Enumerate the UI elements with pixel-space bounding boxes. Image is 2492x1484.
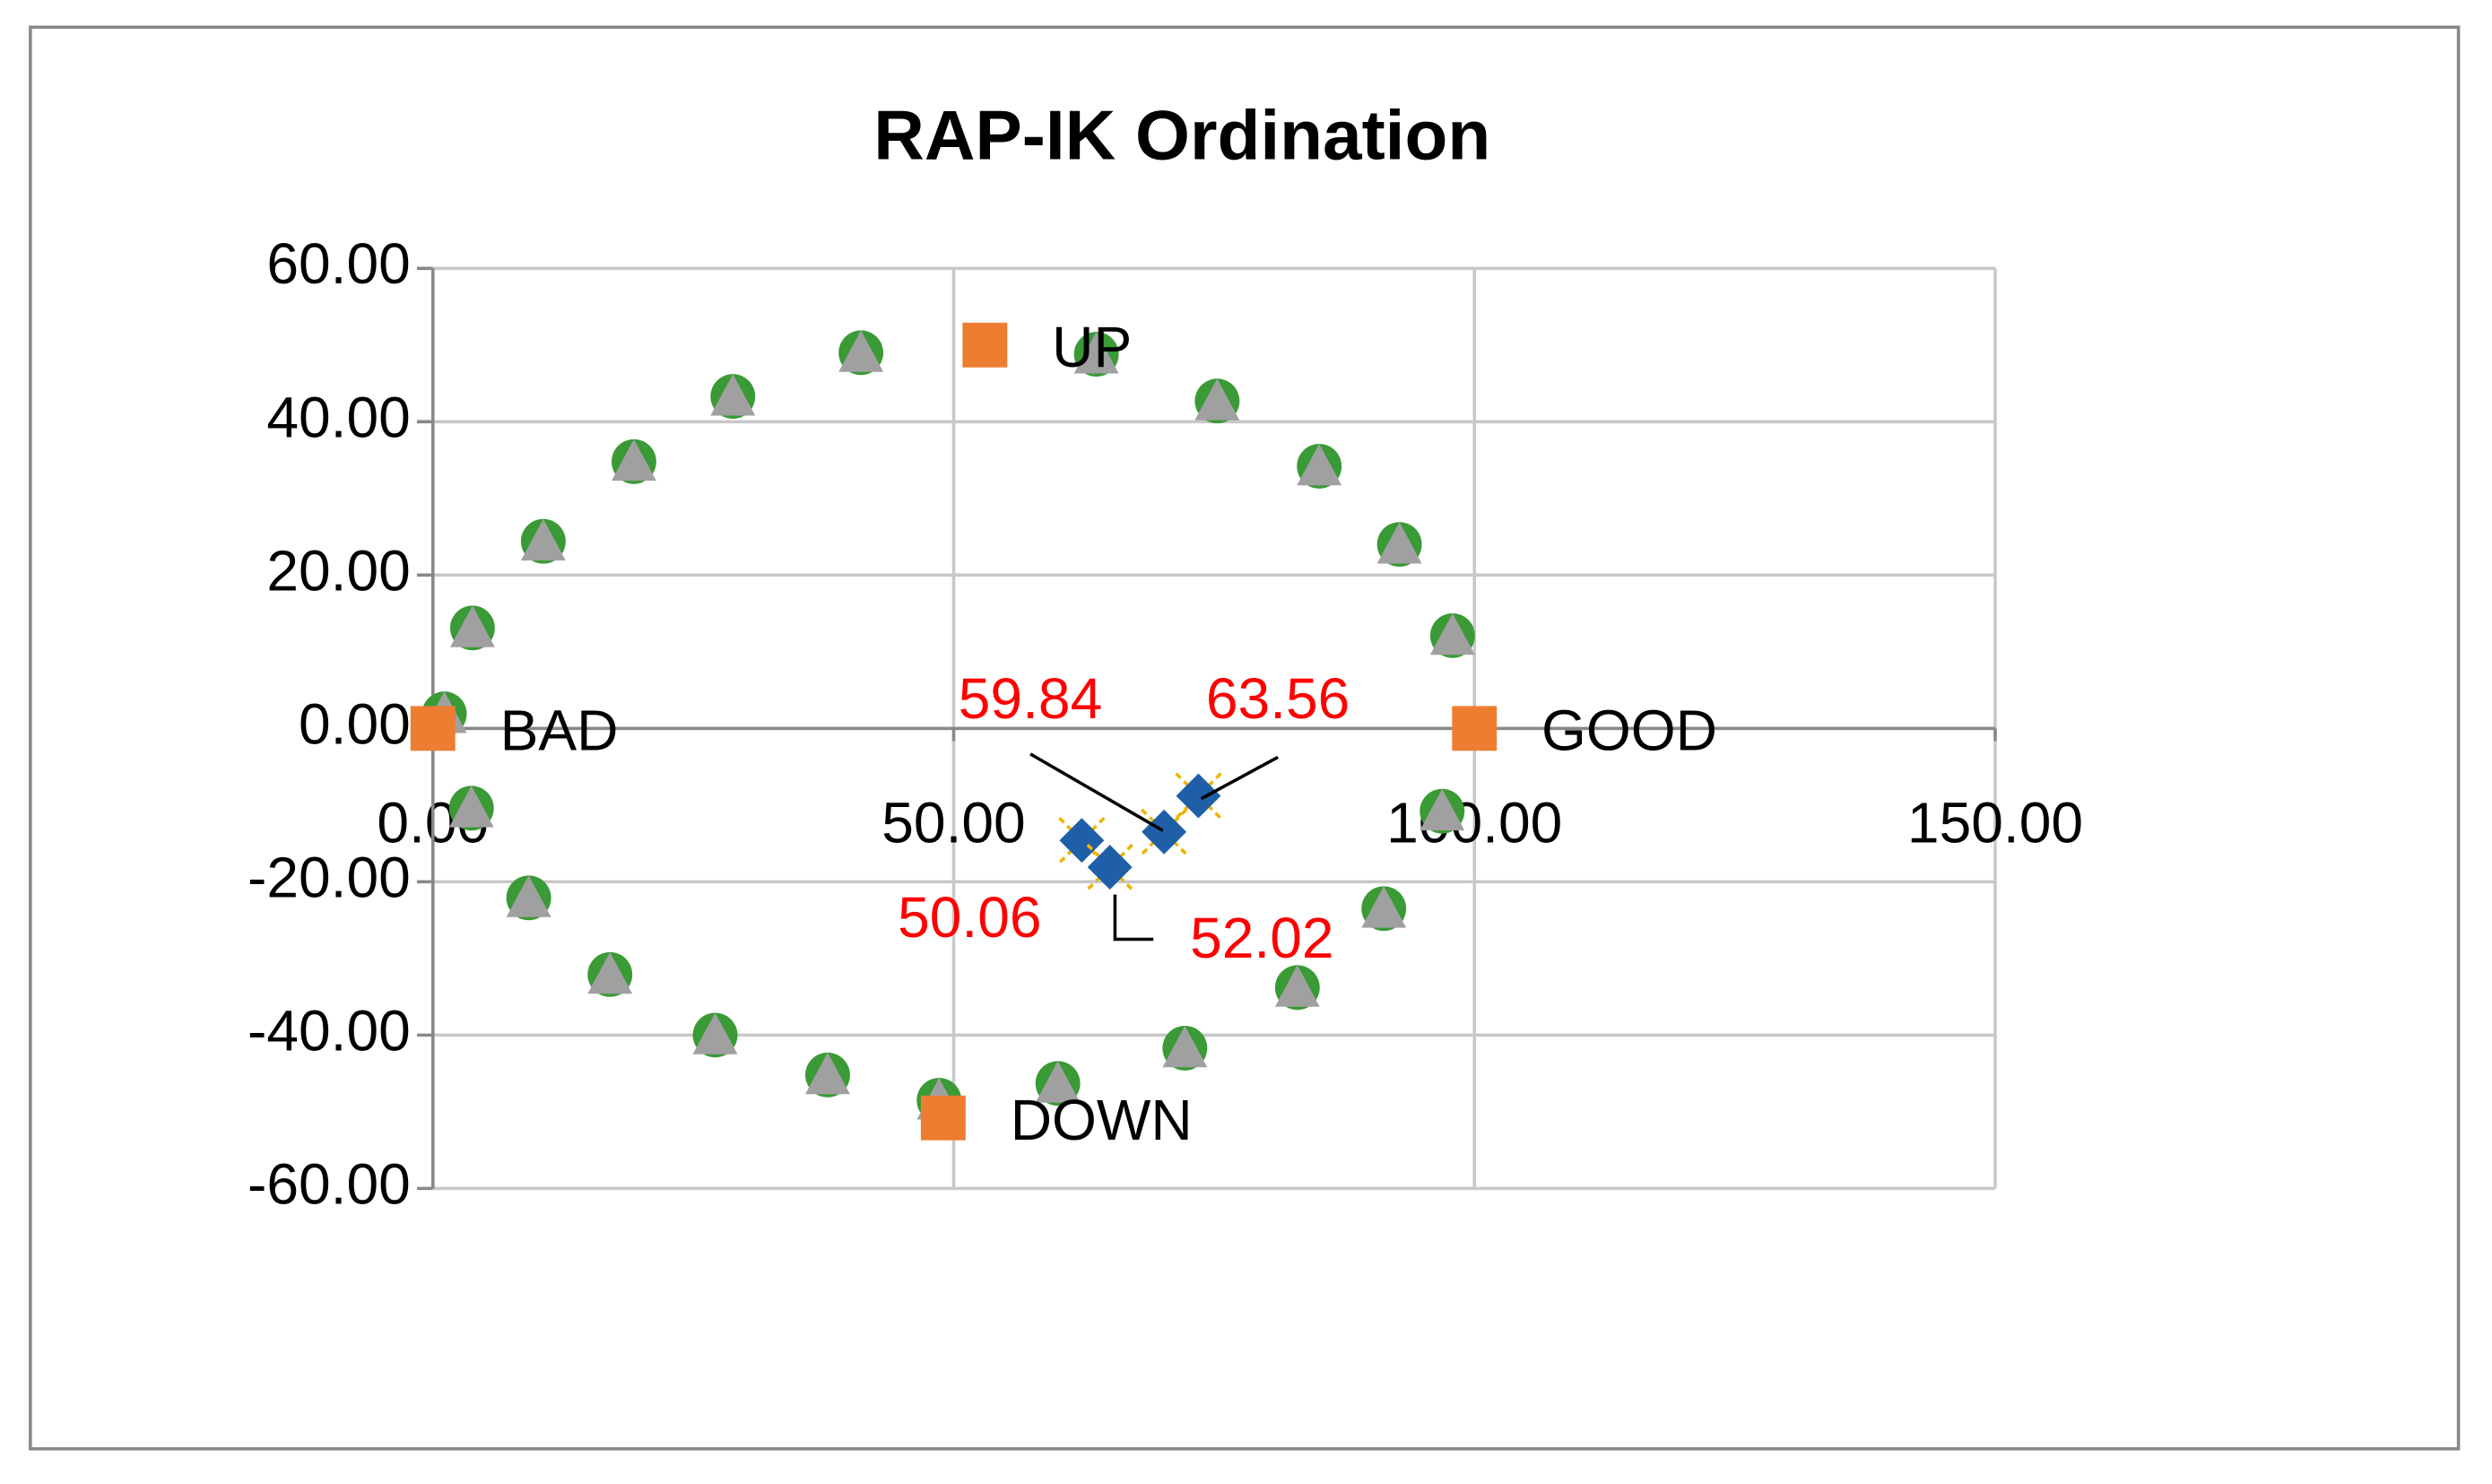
point: [1087, 845, 1133, 890]
x-tick-label: 150.00: [1907, 791, 2083, 855]
point-label: UP: [1052, 315, 1132, 379]
point: [587, 951, 633, 994]
point: [1035, 1061, 1081, 1103]
point: [1274, 965, 1320, 1007]
leader-line: [1200, 755, 1279, 801]
point: [962, 322, 1008, 368]
point: [1376, 522, 1422, 564]
point: [1452, 706, 1498, 751]
point-label: BAD: [500, 698, 619, 762]
point: [1297, 443, 1342, 486]
x-tick-label: 100.00: [1386, 791, 1562, 855]
point: [1194, 378, 1240, 421]
data-label: 50.06: [898, 885, 1041, 950]
point: [1361, 886, 1407, 928]
point: [710, 374, 756, 416]
y-tick-label: -20.00: [247, 845, 411, 909]
chart-title: RAP-IK Ordination: [873, 96, 1490, 175]
point: [838, 330, 884, 372]
point: [1429, 612, 1475, 655]
point: [805, 1052, 850, 1095]
leader-line: [1029, 752, 1164, 832]
point: [410, 706, 456, 751]
point: [448, 785, 494, 828]
point: [1162, 1025, 1208, 1068]
point: [1073, 332, 1119, 374]
point: [1420, 788, 1465, 831]
y-tick-label: 60.00: [266, 231, 410, 296]
point: [692, 1012, 738, 1054]
point: [611, 438, 656, 482]
x-tick-label: 50.00: [881, 791, 1025, 855]
y-tick-label: 20.00: [266, 538, 410, 603]
data-label: 63.56: [1206, 666, 1350, 731]
point: [520, 518, 566, 561]
data-label: 52.02: [1190, 906, 1333, 970]
leader-line: [1113, 894, 1154, 942]
point: [506, 875, 551, 917]
point-label: DOWN: [1011, 1088, 1193, 1152]
y-tick-label: 40.00: [266, 385, 410, 449]
point: [920, 1095, 966, 1141]
data-label: 59.84: [959, 666, 1102, 731]
y-tick-label: 0.00: [299, 691, 411, 756]
point: [449, 605, 495, 647]
y-tick-label: -60.00: [247, 1151, 411, 1216]
y-tick-label: -40.00: [247, 998, 411, 1063]
point-label: GOOD: [1541, 698, 1717, 762]
